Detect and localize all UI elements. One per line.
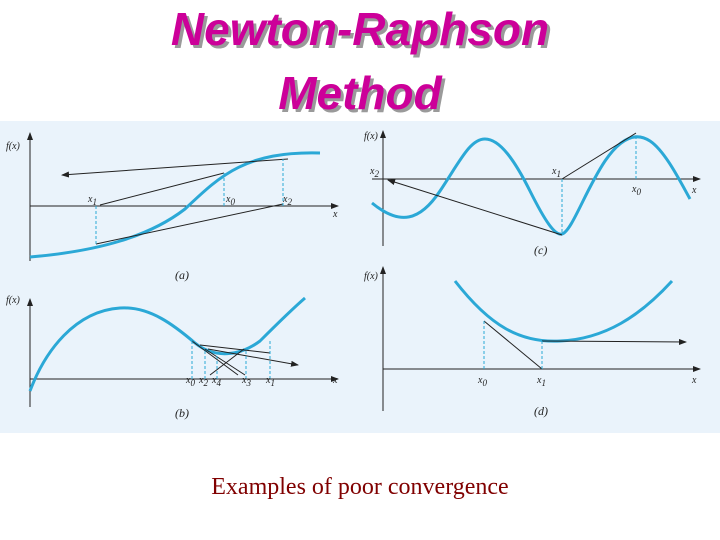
panel-b-curve bbox=[28, 296, 306, 392]
panel-b-tangent-2 bbox=[199, 344, 271, 354]
panel-c-tick-x1: x1 bbox=[551, 166, 561, 179]
panel-a-label: (a) bbox=[175, 268, 189, 282]
panel-a-tangent-3 bbox=[99, 172, 225, 206]
title-line-1: Newton-Raphson bbox=[170, 3, 550, 55]
panel-c-curve bbox=[371, 135, 692, 236]
panel-b-label: (b) bbox=[175, 406, 189, 420]
panel-b-tick-x2: x2 bbox=[198, 375, 208, 388]
panel-b-xlabel: x bbox=[332, 375, 338, 386]
panel-d-tangent-1 bbox=[483, 320, 543, 370]
panel-b-tangent-1 bbox=[191, 340, 239, 376]
caption: Examples of poor convergence bbox=[211, 474, 509, 500]
panel-b-tick-x4: x4 bbox=[211, 375, 221, 388]
panel-a-tick-x0: x0 bbox=[225, 194, 235, 207]
panel-d-tangent-2 bbox=[541, 338, 687, 345]
panel-b: f(x) x x0 x2 x4 x3 x1 (b) bbox=[6, 295, 339, 420]
panel-b-tangent-3 bbox=[204, 348, 246, 376]
panel-d-tick-x1: x1 bbox=[536, 375, 546, 388]
panel-c-tangent-1 bbox=[561, 132, 637, 180]
panel-d-xlabel: x bbox=[691, 375, 697, 386]
panel-c: f(x) x x2 x1 x0 (c) bbox=[364, 130, 701, 257]
convergence-figure: f(x) x x1 x0 x2 (a) f(x) x x2 x1 x0 (c) … bbox=[0, 121, 720, 433]
panel-a-ylabel: f(x) bbox=[6, 141, 21, 152]
panel-c-tick-x0: x0 bbox=[631, 184, 641, 197]
panel-a: f(x) x x1 x0 x2 (a) bbox=[6, 132, 339, 282]
panel-b-tangent-5 bbox=[207, 348, 299, 367]
panel-b-tangent-4 bbox=[209, 348, 245, 376]
panel-c-xlabel: x bbox=[691, 185, 697, 196]
panel-b-ylabel: f(x) bbox=[6, 295, 21, 306]
panel-d-label: (d) bbox=[534, 404, 548, 418]
convergence-diagram: f(x) x x1 x0 x2 (a) f(x) x x2 x1 x0 (c) … bbox=[6, 130, 701, 420]
panel-d-tick-x0: x0 bbox=[477, 375, 487, 388]
panel-d-ylabel: f(x) bbox=[364, 271, 379, 282]
panel-a-tick-x2: x2 bbox=[282, 194, 292, 207]
panel-a-curve bbox=[29, 151, 321, 259]
panel-b-tick-x0: x0 bbox=[185, 375, 195, 388]
panel-a-tangent-2 bbox=[61, 158, 289, 178]
panel-c-tangent-2 bbox=[387, 179, 563, 236]
panel-a-tangent-1 bbox=[95, 203, 284, 245]
title-line-2: Method bbox=[278, 67, 442, 119]
panel-c-label: (c) bbox=[534, 243, 547, 257]
panel-c-tick-x2: x2 bbox=[369, 166, 379, 179]
panel-d-curve bbox=[453, 279, 674, 343]
panel-a-tick-x1: x1 bbox=[87, 194, 97, 207]
panel-b-tick-x1: x1 bbox=[265, 375, 275, 388]
panel-c-ylabel: f(x) bbox=[364, 131, 379, 142]
panel-d: f(x) x x0 x1 (d) bbox=[364, 266, 701, 418]
panel-b-tick-x3: x3 bbox=[241, 375, 251, 388]
panel-a-xlabel: x bbox=[332, 209, 338, 220]
